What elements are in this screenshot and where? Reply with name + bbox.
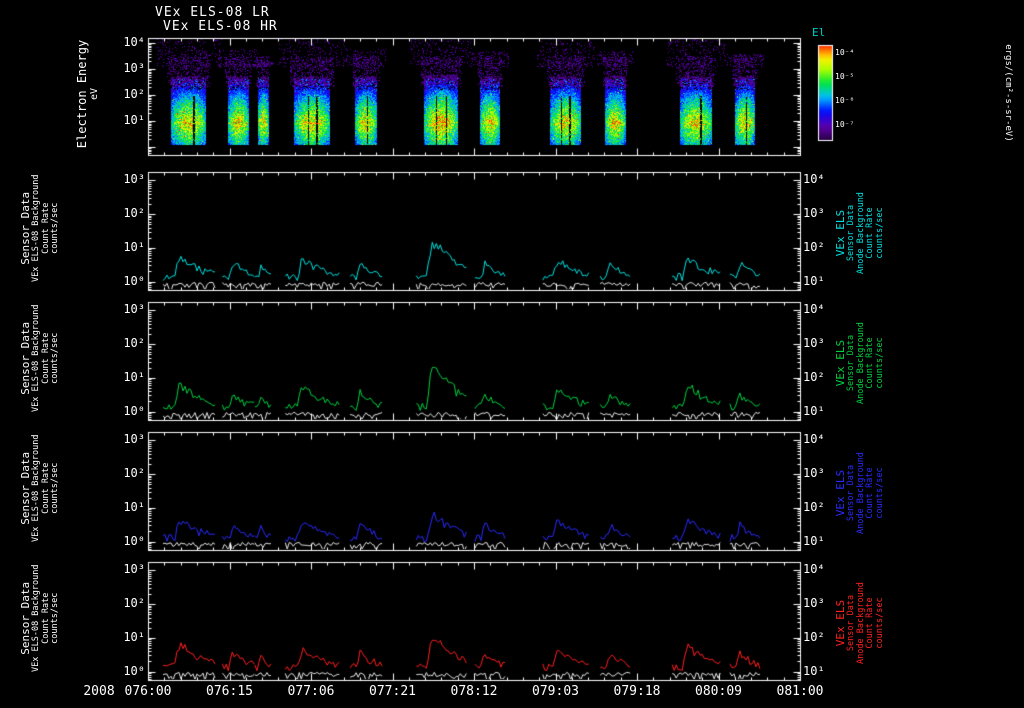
line-panel-left-tick-label: 10³ <box>123 172 145 187</box>
x-axis-year-label: 2008 <box>83 684 115 699</box>
line-panel-left-tick-label: 10⁰ <box>123 533 145 548</box>
line-panel-right-tick-label: 10² <box>803 629 825 644</box>
line-panel-left-axis-label-line: counts/sec <box>49 592 60 644</box>
line-panel-right-tick-label: 10² <box>803 369 825 384</box>
spectrogram-y-axis-unit: eV <box>89 87 100 101</box>
x-tick-label: 079:03 <box>532 684 579 699</box>
line-panel-right-axis-label-line: counts/sec <box>874 467 885 519</box>
line-panel-right-tick-label: 10¹ <box>803 273 825 288</box>
line-panel-left-axis-label-line: counts/sec <box>49 202 60 254</box>
line-panel-right-axis-label: VEx ELS Sensor Data Anode Background Count … <box>834 158 885 308</box>
line-panel-right-tick-label: 10¹ <box>803 533 825 548</box>
line-panel-left-axis-label: Sensor Data VEx ELS-08 Background Count Ra… <box>19 413 61 563</box>
line-panel-right-tick-label: 10⁴ <box>803 172 825 187</box>
line-panel-right-tick-label: 10² <box>803 239 825 254</box>
line-panel-left-axis-label: Sensor Data VEx ELS-08 Background Count Ra… <box>19 283 61 433</box>
line-panel-right-tick-label: 10⁴ <box>803 432 825 447</box>
x-tick-label: 077:06 <box>287 684 335 699</box>
line-panel-left-axis-label: Sensor Data VEx ELS-08 Background Count Ra… <box>19 543 61 693</box>
line-panel-left-tick-label: 10¹ <box>123 369 145 384</box>
spectrogram-y-tick-label: 10⁴ <box>123 35 145 50</box>
colorbar-tick-label: 10⁻⁷ <box>835 120 855 129</box>
line-panel-left-axis-label-line: counts/sec <box>49 332 60 384</box>
spectrogram-y-axis-label: Electron Energy eV <box>75 14 100 174</box>
line-panel-right-axis-label-line: counts/sec <box>874 337 885 389</box>
line-panel-left-axis-label-line: counts/sec <box>49 462 60 514</box>
line-panel-right-axis-label: VEx ELS Sensor Data Anode Background Count … <box>834 548 885 698</box>
spectrogram-y-tick-label: 10¹ <box>123 113 145 128</box>
plot-title-lr: VEx ELS-08 LR <box>155 5 270 20</box>
line-panel-right-tick-label: 10³ <box>803 206 825 221</box>
line-panel-right-tick-label: 10¹ <box>803 663 825 678</box>
line-panel-right-axis-label: VEx ELS Sensor Data Anode Background Count … <box>834 288 885 438</box>
colorbar-tick-label: 10⁻⁶ <box>835 96 855 105</box>
line-panel-right-axis-label-line: counts/sec <box>874 207 885 259</box>
line-panel-right-tick-label: 10³ <box>803 596 825 611</box>
line-panel-right-axis-label: VEx ELS Sensor Data Anode Background Count … <box>834 418 885 568</box>
line-panel-left-tick-label: 10³ <box>123 562 145 577</box>
x-tick-label: 077:21 <box>369 684 416 699</box>
colorbar-tick-label: 10⁻⁴ <box>835 48 855 57</box>
line-panel-right-tick-label: 10² <box>803 499 825 514</box>
x-tick-label: 081:00 <box>776 684 824 699</box>
line-panel-left-tick-label: 10¹ <box>123 629 145 644</box>
line-panel-right-tick-label: 10¹ <box>803 403 825 418</box>
x-tick-label: 076:15 <box>206 684 253 699</box>
colorbar-tick-label: 10⁻⁵ <box>835 72 855 81</box>
spectrogram-y-tick-label: 10² <box>123 87 145 102</box>
line-panel-left-tick-label: 10⁰ <box>123 273 145 288</box>
line-panel-right-tick-label: 10³ <box>803 466 825 481</box>
line-panel-right-tick-label: 10⁴ <box>803 302 825 317</box>
colorbar-unit-label: ergs/(cm²-s-sr-eV) <box>1003 44 1013 142</box>
line-panel-left-tick-label: 10³ <box>123 432 145 447</box>
spectrogram-y-tick-label: 10³ <box>123 61 145 76</box>
x-tick-label: 076:00 <box>124 684 172 699</box>
x-tick-label: 078:12 <box>450 684 498 699</box>
line-panel-left-tick-label: 10¹ <box>123 239 145 254</box>
line-panel-left-tick-label: 10² <box>123 596 145 611</box>
line-panel-left-tick-label: 10² <box>123 336 145 351</box>
plot-title-hr: VEx ELS-08 HR <box>163 19 278 34</box>
line-panel-right-tick-label: 10³ <box>803 336 825 351</box>
line-panel-left-tick-label: 10⁰ <box>123 403 145 418</box>
line-panel-left-tick-label: 10² <box>123 206 145 221</box>
line-panel-left-tick-label: 10¹ <box>123 499 145 514</box>
x-tick-label: 080:09 <box>695 684 742 699</box>
spectrogram-y-axis-title: Electron Energy <box>75 39 89 149</box>
line-panel-left-tick-label: 10⁰ <box>123 663 145 678</box>
line-panel-left-tick-label: 10³ <box>123 302 145 317</box>
line-panel-right-tick-label: 10⁴ <box>803 562 825 577</box>
colorbar-title: El <box>812 26 826 39</box>
line-panel-left-tick-label: 10² <box>123 466 145 481</box>
line-panel-right-axis-label-line: counts/sec <box>874 597 885 649</box>
line-panel-left-axis-label: Sensor Data VEx ELS-08 Background Count Ra… <box>19 153 61 303</box>
x-tick-label: 079:18 <box>613 684 661 699</box>
